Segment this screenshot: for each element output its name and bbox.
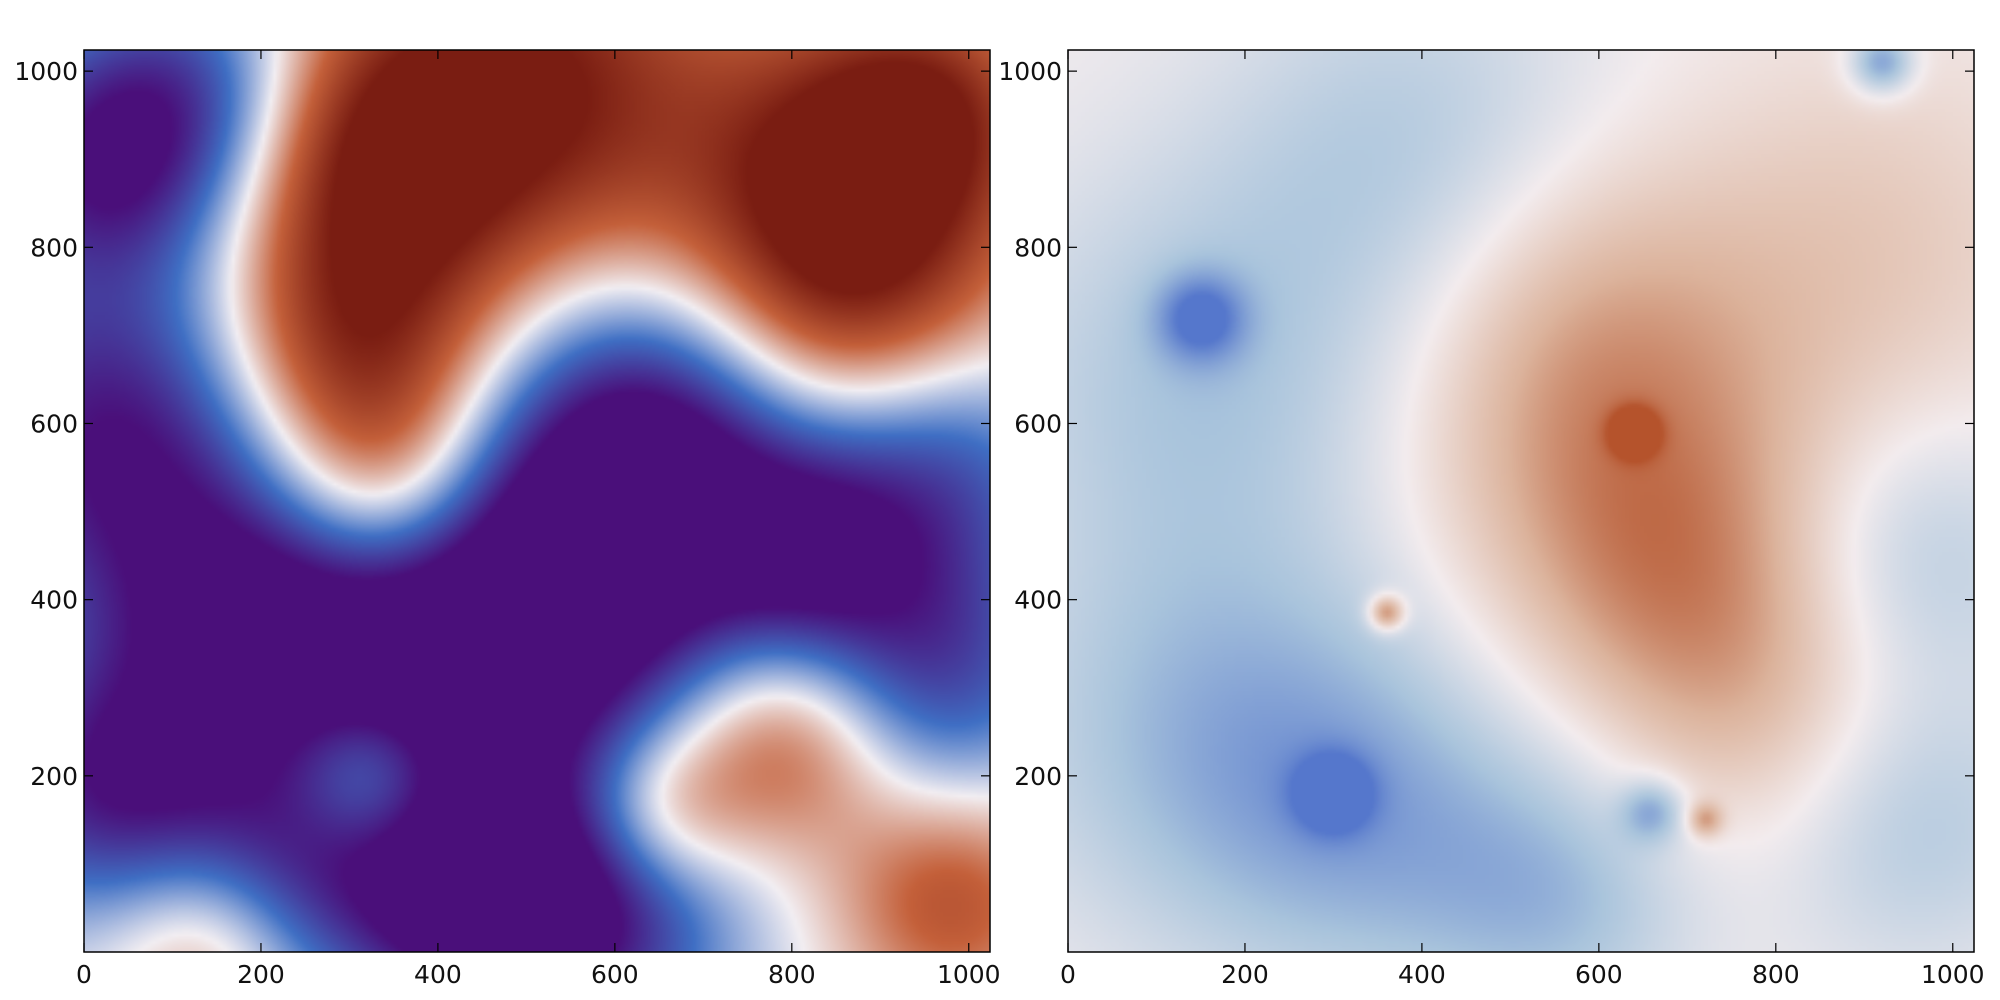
right-heatmap-panel: 0 200 400 600 800 1000 200 400 600 800 1000 — [998, 49, 1985, 989]
left-y-tick-label: 800 — [30, 233, 78, 262]
left-x-tick-label: 200 — [237, 960, 285, 989]
left-y-tick-label: 400 — [30, 586, 78, 615]
left-x-tick-label: 0 — [76, 960, 92, 989]
right-y-tick-label: 800 — [1014, 233, 1062, 262]
right-axes-frame — [1067, 49, 1975, 953]
left-x-tick-label: 1000 — [937, 960, 1001, 989]
right-y-tick-label: 1000 — [998, 57, 1062, 86]
left-y-tick-label: 600 — [30, 409, 78, 438]
right-x-tick-label: 200 — [1221, 960, 1269, 989]
left-heatmap-image — [84, 50, 990, 952]
right-y-tick-label: 600 — [1014, 409, 1062, 438]
right-y-tick-label: 200 — [1014, 762, 1062, 791]
right-y-tick-label: 400 — [1014, 586, 1062, 615]
left-x-tick-label: 600 — [591, 960, 639, 989]
right-x-tick-label: 0 — [1060, 960, 1076, 989]
left-heatmap-panel: 0 200 400 600 800 1000 200 400 600 800 1000 — [14, 49, 1001, 989]
left-y-tick-label: 200 — [30, 762, 78, 791]
left-x-tick-label: 800 — [768, 960, 816, 989]
right-x-tick-label: 400 — [1398, 960, 1446, 989]
right-heatmap-image — [1068, 50, 1974, 952]
right-x-tick-label: 1000 — [1921, 960, 1985, 989]
left-x-tick-label: 400 — [414, 960, 462, 989]
left-axes-frame — [83, 49, 991, 953]
left-y-tick-label: 1000 — [14, 57, 78, 86]
right-x-tick-label: 800 — [1752, 960, 1800, 989]
right-x-tick-label: 600 — [1575, 960, 1623, 989]
